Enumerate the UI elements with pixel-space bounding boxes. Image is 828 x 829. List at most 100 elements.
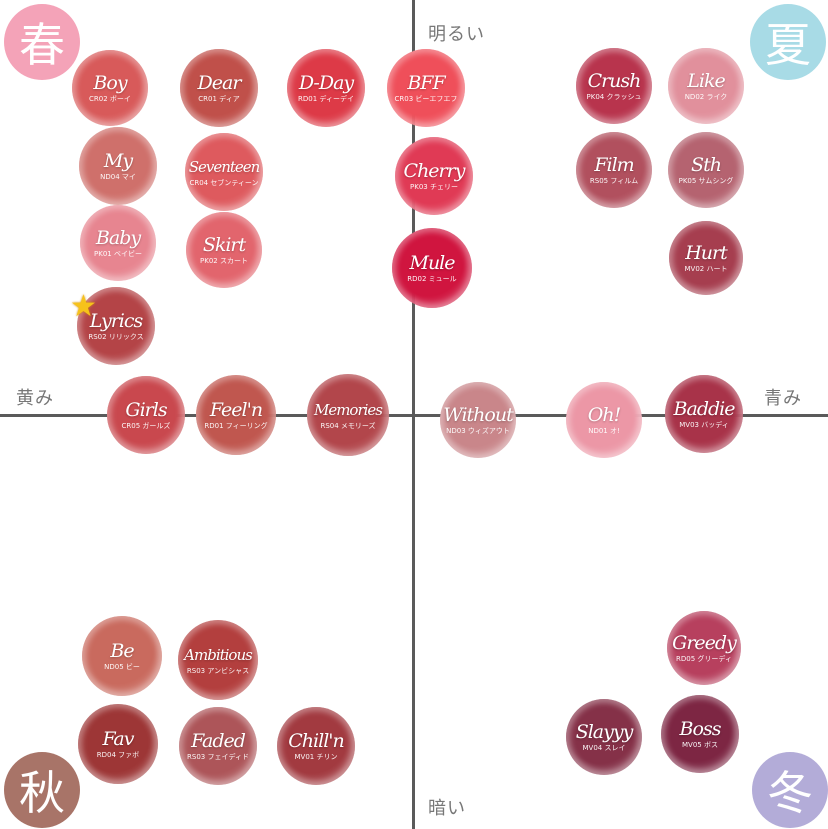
swatch-code: PK01 ベイビー	[94, 249, 142, 258]
swatch-code: MV04 スレイ	[582, 743, 626, 752]
swatch-seventeen: Seventeen CR04 セブンティーン	[185, 133, 263, 211]
swatch-name: Like	[687, 69, 725, 92]
swatch-oh-: Oh! ND01 オ!	[566, 382, 642, 458]
swatch-boss: Boss MV05 ボス	[661, 695, 739, 773]
axis-label-yellowish: 黄み	[16, 388, 54, 409]
swatch-girls: Girls CR05 ガールズ	[107, 376, 185, 454]
swatch-code: PK02 スカート	[200, 256, 248, 265]
swatch-name: Mule	[409, 251, 455, 274]
season-badge-spring: 春	[4, 4, 80, 80]
swatch-name: Chill'n	[288, 729, 344, 752]
swatch-code: RD05 グリーディ	[676, 654, 732, 663]
swatch-name: Sth	[691, 153, 722, 176]
swatch-baby: Baby PK01 ベイビー	[80, 205, 156, 281]
swatch-code: CR01 ディア	[198, 94, 240, 103]
swatch-name: Without	[443, 403, 513, 426]
swatch-code: MV05 ボス	[682, 740, 718, 749]
swatch-ambitious: Ambitious RS03 アンビシャス	[178, 620, 258, 700]
swatch-name: Greedy	[672, 631, 737, 654]
swatch-code: CR05 ガールズ	[121, 421, 171, 430]
swatch-name: Hurt	[685, 241, 728, 264]
swatch-code: ND04 マイ	[100, 172, 136, 181]
swatch-name: Boy	[93, 71, 127, 94]
swatch-code: MV01 チリン	[294, 752, 338, 761]
swatch-name: My	[103, 149, 133, 172]
swatch-code: RD04 ファボ	[96, 750, 140, 759]
swatch-code: RD02 ミュール	[407, 274, 457, 283]
swatch-name: D-Day	[298, 71, 354, 94]
swatch-code: ND02 ライク	[684, 92, 728, 101]
swatch-name: Baby	[95, 226, 141, 249]
swatch-name: Faded	[191, 729, 246, 752]
swatch-code: RS03 フェイディド	[187, 752, 249, 761]
axis-label-bluish: 青み	[764, 388, 802, 409]
horizontal-axis	[0, 414, 828, 417]
season-badge-autumn: 秋	[4, 752, 80, 828]
swatch-code: CR03 ビーエフエフ	[394, 94, 458, 103]
swatch-name: Cherry	[403, 159, 466, 182]
swatch-memories: Memories RS04 メモリーズ	[307, 374, 389, 456]
swatch-name: Be	[110, 639, 134, 662]
swatch-feel-n: Feel'n RD01 フィーリング	[196, 375, 276, 455]
swatch-film: Film RS05 フィルム	[576, 132, 652, 208]
swatch-mule: Mule RD02 ミュール	[392, 228, 472, 308]
swatch-name: Lyrics	[89, 309, 144, 332]
swatch-code: PK03 チェリー	[410, 182, 458, 191]
swatch-code: PK05 サムシング	[678, 176, 734, 185]
swatch-code: CR04 セブンティーン	[189, 178, 259, 187]
swatch-baddie: Baddie MV03 バッディ	[665, 375, 743, 453]
swatch-name: Dear	[197, 71, 242, 94]
swatch-like: Like ND02 ライク	[668, 48, 744, 124]
swatch-slayyy: Slayyy MV04 スレイ	[566, 699, 642, 775]
swatch-code: ND03 ウィズアウト	[446, 426, 510, 435]
axis-label-dark: 暗い	[428, 798, 466, 819]
swatch-name: Boss	[679, 717, 722, 740]
swatch-name: BFF	[407, 71, 445, 94]
swatch-faded: Faded RS03 フェイディド	[179, 707, 257, 785]
swatch-code: RS05 フィルム	[589, 176, 639, 185]
swatch-without: Without ND03 ウィズアウト	[440, 382, 516, 458]
swatch-name: Feel'n	[209, 398, 263, 421]
swatch-name: Girls	[125, 398, 167, 421]
swatch-greedy: Greedy RD05 グリーディ	[667, 611, 741, 685]
swatch-crush: Crush PK04 クラッシュ	[576, 48, 652, 124]
swatch-sth: Sth PK05 サムシング	[668, 132, 744, 208]
season-badge-winter: 冬	[752, 752, 828, 828]
swatch-code: ND05 ビー	[104, 662, 140, 671]
swatch-skirt: Skirt PK02 スカート	[186, 212, 262, 288]
swatch-name: Crush	[587, 69, 642, 92]
swatch-dear: Dear CR01 ディア	[180, 49, 258, 127]
swatch-name: Seventeen	[188, 157, 261, 176]
swatch-code: ND01 オ!	[588, 426, 620, 435]
swatch-code: RS03 アンビシャス	[186, 666, 250, 675]
swatch-name: Skirt	[202, 233, 246, 256]
swatch-name: Oh!	[587, 403, 621, 426]
swatch-code: MV02 ハート	[684, 264, 728, 273]
swatch-lyrics: Lyrics RS02 リリックス	[77, 287, 155, 365]
swatch-name: Slayyy	[575, 720, 634, 743]
swatch-name: Memories	[313, 400, 383, 419]
swatch-code: CR02 ボーイ	[89, 94, 131, 103]
swatch-name: Film	[594, 153, 634, 176]
swatch-code: RS04 メモリーズ	[320, 421, 376, 430]
season-badge-summer: 夏	[750, 4, 826, 80]
swatch-d-day: D-Day RD01 ディーデイ	[287, 49, 365, 127]
swatch-cherry: Cherry PK03 チェリー	[395, 137, 473, 215]
swatch-name: Baddie	[673, 397, 736, 420]
swatch-name: Fav	[102, 727, 135, 750]
swatch-code: RD01 ディーデイ	[298, 94, 354, 103]
axis-label-bright: 明るい	[428, 24, 485, 45]
swatch-name: Ambitious	[184, 645, 253, 664]
swatch-be: Be ND05 ビー	[82, 616, 162, 696]
swatch-code: PK04 クラッシュ	[586, 92, 642, 101]
swatch-code: RS02 リリックス	[88, 332, 144, 341]
swatch-code: MV03 バッディ	[679, 420, 729, 429]
swatch-code: RD01 フィーリング	[204, 421, 268, 430]
swatch-chill-n: Chill'n MV01 チリン	[277, 707, 355, 785]
swatch-bff: BFF CR03 ビーエフエフ	[387, 49, 465, 127]
swatch-boy: Boy CR02 ボーイ	[72, 50, 148, 126]
swatch-fav: Fav RD04 ファボ	[78, 704, 158, 784]
swatch-my: My ND04 マイ	[79, 127, 157, 205]
swatch-hurt: Hurt MV02 ハート	[669, 221, 743, 295]
